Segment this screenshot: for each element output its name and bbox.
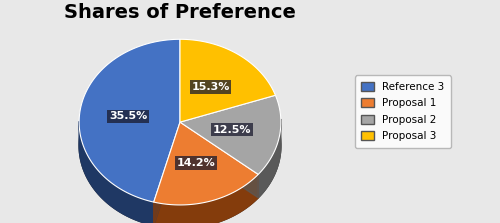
Polygon shape <box>79 63 281 223</box>
Polygon shape <box>79 121 154 223</box>
Polygon shape <box>180 122 258 198</box>
Text: 12.5%: 12.5% <box>212 125 251 135</box>
Polygon shape <box>180 122 258 198</box>
Polygon shape <box>154 174 258 223</box>
Polygon shape <box>180 39 276 122</box>
Text: Shares of Preference: Shares of Preference <box>64 3 296 22</box>
Text: 14.2%: 14.2% <box>176 158 216 168</box>
Legend: Reference 3, Proposal 1, Proposal 2, Proposal 3: Reference 3, Proposal 1, Proposal 2, Pro… <box>355 75 451 148</box>
Polygon shape <box>154 122 180 223</box>
Polygon shape <box>154 122 258 205</box>
Polygon shape <box>180 95 281 174</box>
Text: 35.5%: 35.5% <box>109 112 147 122</box>
Text: 15.3%: 15.3% <box>192 82 230 92</box>
Polygon shape <box>154 122 180 223</box>
Polygon shape <box>258 119 281 198</box>
Polygon shape <box>79 39 180 202</box>
